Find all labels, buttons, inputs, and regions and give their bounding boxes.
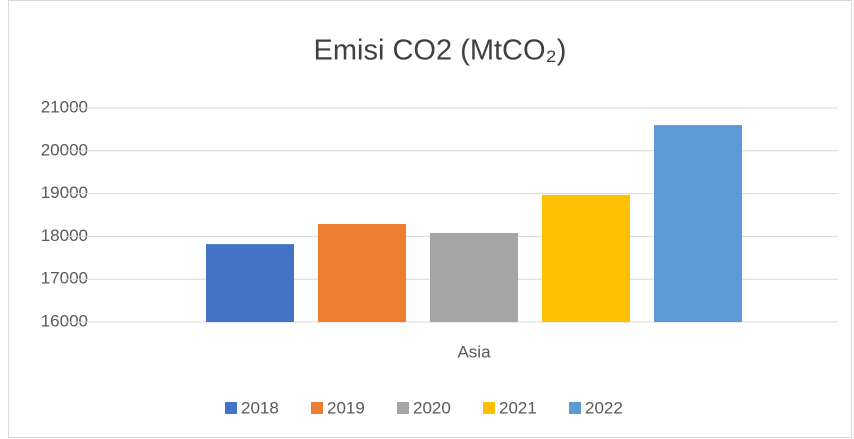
y-tick-label: 21000 [41,97,88,116]
legend-label: 2021 [499,398,537,417]
legend-label: 2020 [413,398,451,417]
y-tick-label: 16000 [41,311,88,330]
bar [318,223,406,322]
legend-label: 2019 [327,398,365,417]
bar [206,244,294,322]
legend-label: 2022 [585,398,623,417]
x-tick-label: Asia [457,342,491,361]
legend-swatch [483,402,495,414]
bar [542,194,630,322]
bar [430,232,518,322]
bar [654,125,742,323]
legend-label: 2018 [241,398,279,417]
legend-swatch [225,402,237,414]
y-tick-label: 17000 [41,269,88,288]
chart-title: Emisi CO2 (MtCO₂) [314,35,567,67]
legend-swatch [397,402,409,414]
y-tick-label: 20000 [41,140,88,159]
legend-swatch [311,402,323,414]
legend-swatch [569,402,581,414]
y-tick-label: 18000 [41,226,88,245]
y-tick-label: 19000 [41,183,88,202]
